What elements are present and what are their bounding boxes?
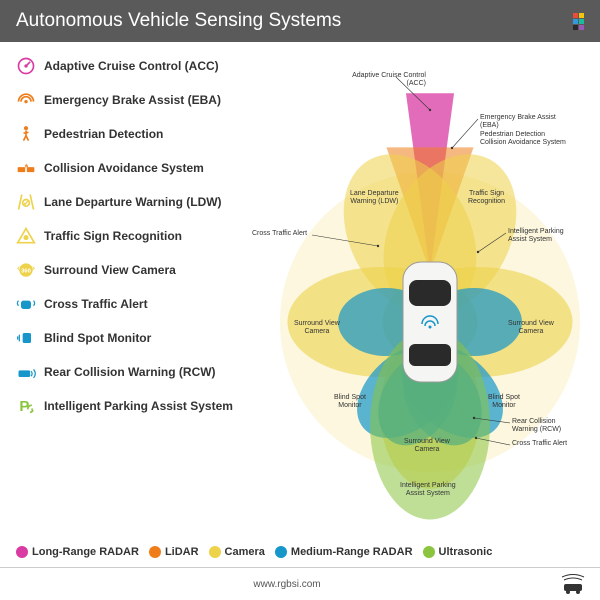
feature-label: Traffic Sign Recognition bbox=[44, 229, 182, 243]
diagram-callout: Rear CollisionWarning (RCW) bbox=[512, 418, 561, 435]
feature-label: Emergency Brake Assist (EBA) bbox=[44, 93, 221, 107]
legend-item: Long-Range RADAR bbox=[16, 546, 139, 558]
diagram-callout: Lane DepartureWarning (LDW) bbox=[350, 190, 399, 207]
legend-item: Medium-Range RADAR bbox=[275, 546, 413, 558]
legend-dot bbox=[149, 546, 161, 558]
feature-label: Rear Collision Warning (RCW) bbox=[44, 365, 216, 379]
lane-icon bbox=[16, 192, 36, 212]
feature-item: Pedestrian Detection bbox=[16, 124, 252, 144]
feature-label: Collision Avoidance System bbox=[44, 161, 204, 175]
blind-spot-icon bbox=[16, 328, 36, 348]
feature-item: Adaptive Cruise Control (ACC) bbox=[16, 56, 252, 76]
feature-item: Cross Traffic Alert bbox=[16, 294, 252, 314]
diagram-callout: Emergency Brake Assist (EBA)Pedestrian D… bbox=[480, 114, 570, 148]
legend-label: LiDAR bbox=[165, 546, 199, 558]
diagram-callout: Blind SpotMonitor bbox=[334, 394, 366, 411]
feature-item: Traffic Sign Recognition bbox=[16, 226, 252, 246]
diagram-callout: Surround ViewCamera bbox=[404, 438, 450, 455]
page-title: Autonomous Vehicle Sensing Systems bbox=[16, 10, 341, 32]
legend-item: Ultrasonic bbox=[423, 546, 493, 558]
feature-label: Pedestrian Detection bbox=[44, 127, 163, 141]
parking-icon: P bbox=[16, 396, 36, 416]
logo bbox=[573, 13, 584, 30]
cross-traffic-icon bbox=[16, 294, 36, 314]
diagram-area: Adaptive Cruise Control (ACC) Emergency B… bbox=[260, 42, 600, 542]
legend-dot bbox=[423, 546, 435, 558]
feature-item: P Intelligent Parking Assist System bbox=[16, 396, 252, 416]
feature-label: Surround View Camera bbox=[44, 263, 176, 277]
diagram-callout: Intelligent ParkingAssist System bbox=[508, 228, 564, 245]
legend: Long-Range RADAR LiDAR Camera Medium-Range … bbox=[0, 542, 600, 562]
diagram-callout: Intelligent ParkingAssist System bbox=[400, 482, 456, 499]
legend-label: Medium-Range RADAR bbox=[291, 546, 413, 558]
feature-label: Cross Traffic Alert bbox=[44, 297, 148, 311]
diagram-callout: Adaptive Cruise Control (ACC) bbox=[336, 72, 426, 89]
diagram-callout: Cross Traffic Alert bbox=[252, 230, 307, 238]
legend-item: LiDAR bbox=[149, 546, 199, 558]
pedestrian-icon bbox=[16, 124, 36, 144]
broadcast-icon bbox=[16, 90, 36, 110]
diagram-callout: Blind SpotMonitor bbox=[488, 394, 520, 411]
legend-item: Camera bbox=[209, 546, 265, 558]
legend-dot bbox=[209, 546, 221, 558]
feature-item: Collision Avoidance System bbox=[16, 158, 252, 178]
gauge-icon bbox=[16, 56, 36, 76]
feature-item: Emergency Brake Assist (EBA) bbox=[16, 90, 252, 110]
car-icon bbox=[560, 574, 586, 594]
feature-item: Blind Spot Monitor bbox=[16, 328, 252, 348]
feature-item: Rear Collision Warning (RCW) bbox=[16, 362, 252, 382]
feature-item: 360 Surround View Camera bbox=[16, 260, 252, 280]
diagram-callout: Cross Traffic Alert bbox=[512, 440, 567, 448]
diagram-callout: Surround ViewCamera bbox=[508, 320, 554, 337]
feature-label: Blind Spot Monitor bbox=[44, 331, 151, 345]
rear-collision-icon bbox=[16, 362, 36, 382]
body: Adaptive Cruise Control (ACC) Emergency B… bbox=[0, 42, 600, 542]
feature-label: Lane Departure Warning (LDW) bbox=[44, 195, 222, 209]
feature-list: Adaptive Cruise Control (ACC) Emergency B… bbox=[0, 42, 260, 542]
legend-label: Ultrasonic bbox=[439, 546, 493, 558]
diagram-callout: Surround ViewCamera bbox=[294, 320, 340, 337]
feature-label: Adaptive Cruise Control (ACC) bbox=[44, 59, 219, 73]
triangle-icon bbox=[16, 226, 36, 246]
collision-icon bbox=[16, 158, 36, 178]
feature-label: Intelligent Parking Assist System bbox=[44, 399, 233, 413]
header: Autonomous Vehicle Sensing Systems bbox=[0, 0, 600, 42]
diagram-callout: Traffic SignRecognition bbox=[468, 190, 505, 207]
feature-item: Lane Departure Warning (LDW) bbox=[16, 192, 252, 212]
svg-text:360: 360 bbox=[21, 269, 31, 275]
legend-label: Long-Range RADAR bbox=[32, 546, 139, 558]
legend-dot bbox=[16, 546, 28, 558]
legend-dot bbox=[275, 546, 287, 558]
footer-url: www.rgbsi.com bbox=[253, 579, 320, 590]
legend-label: Camera bbox=[225, 546, 265, 558]
surround-icon: 360 bbox=[16, 260, 36, 280]
footer: www.rgbsi.com bbox=[0, 567, 600, 600]
